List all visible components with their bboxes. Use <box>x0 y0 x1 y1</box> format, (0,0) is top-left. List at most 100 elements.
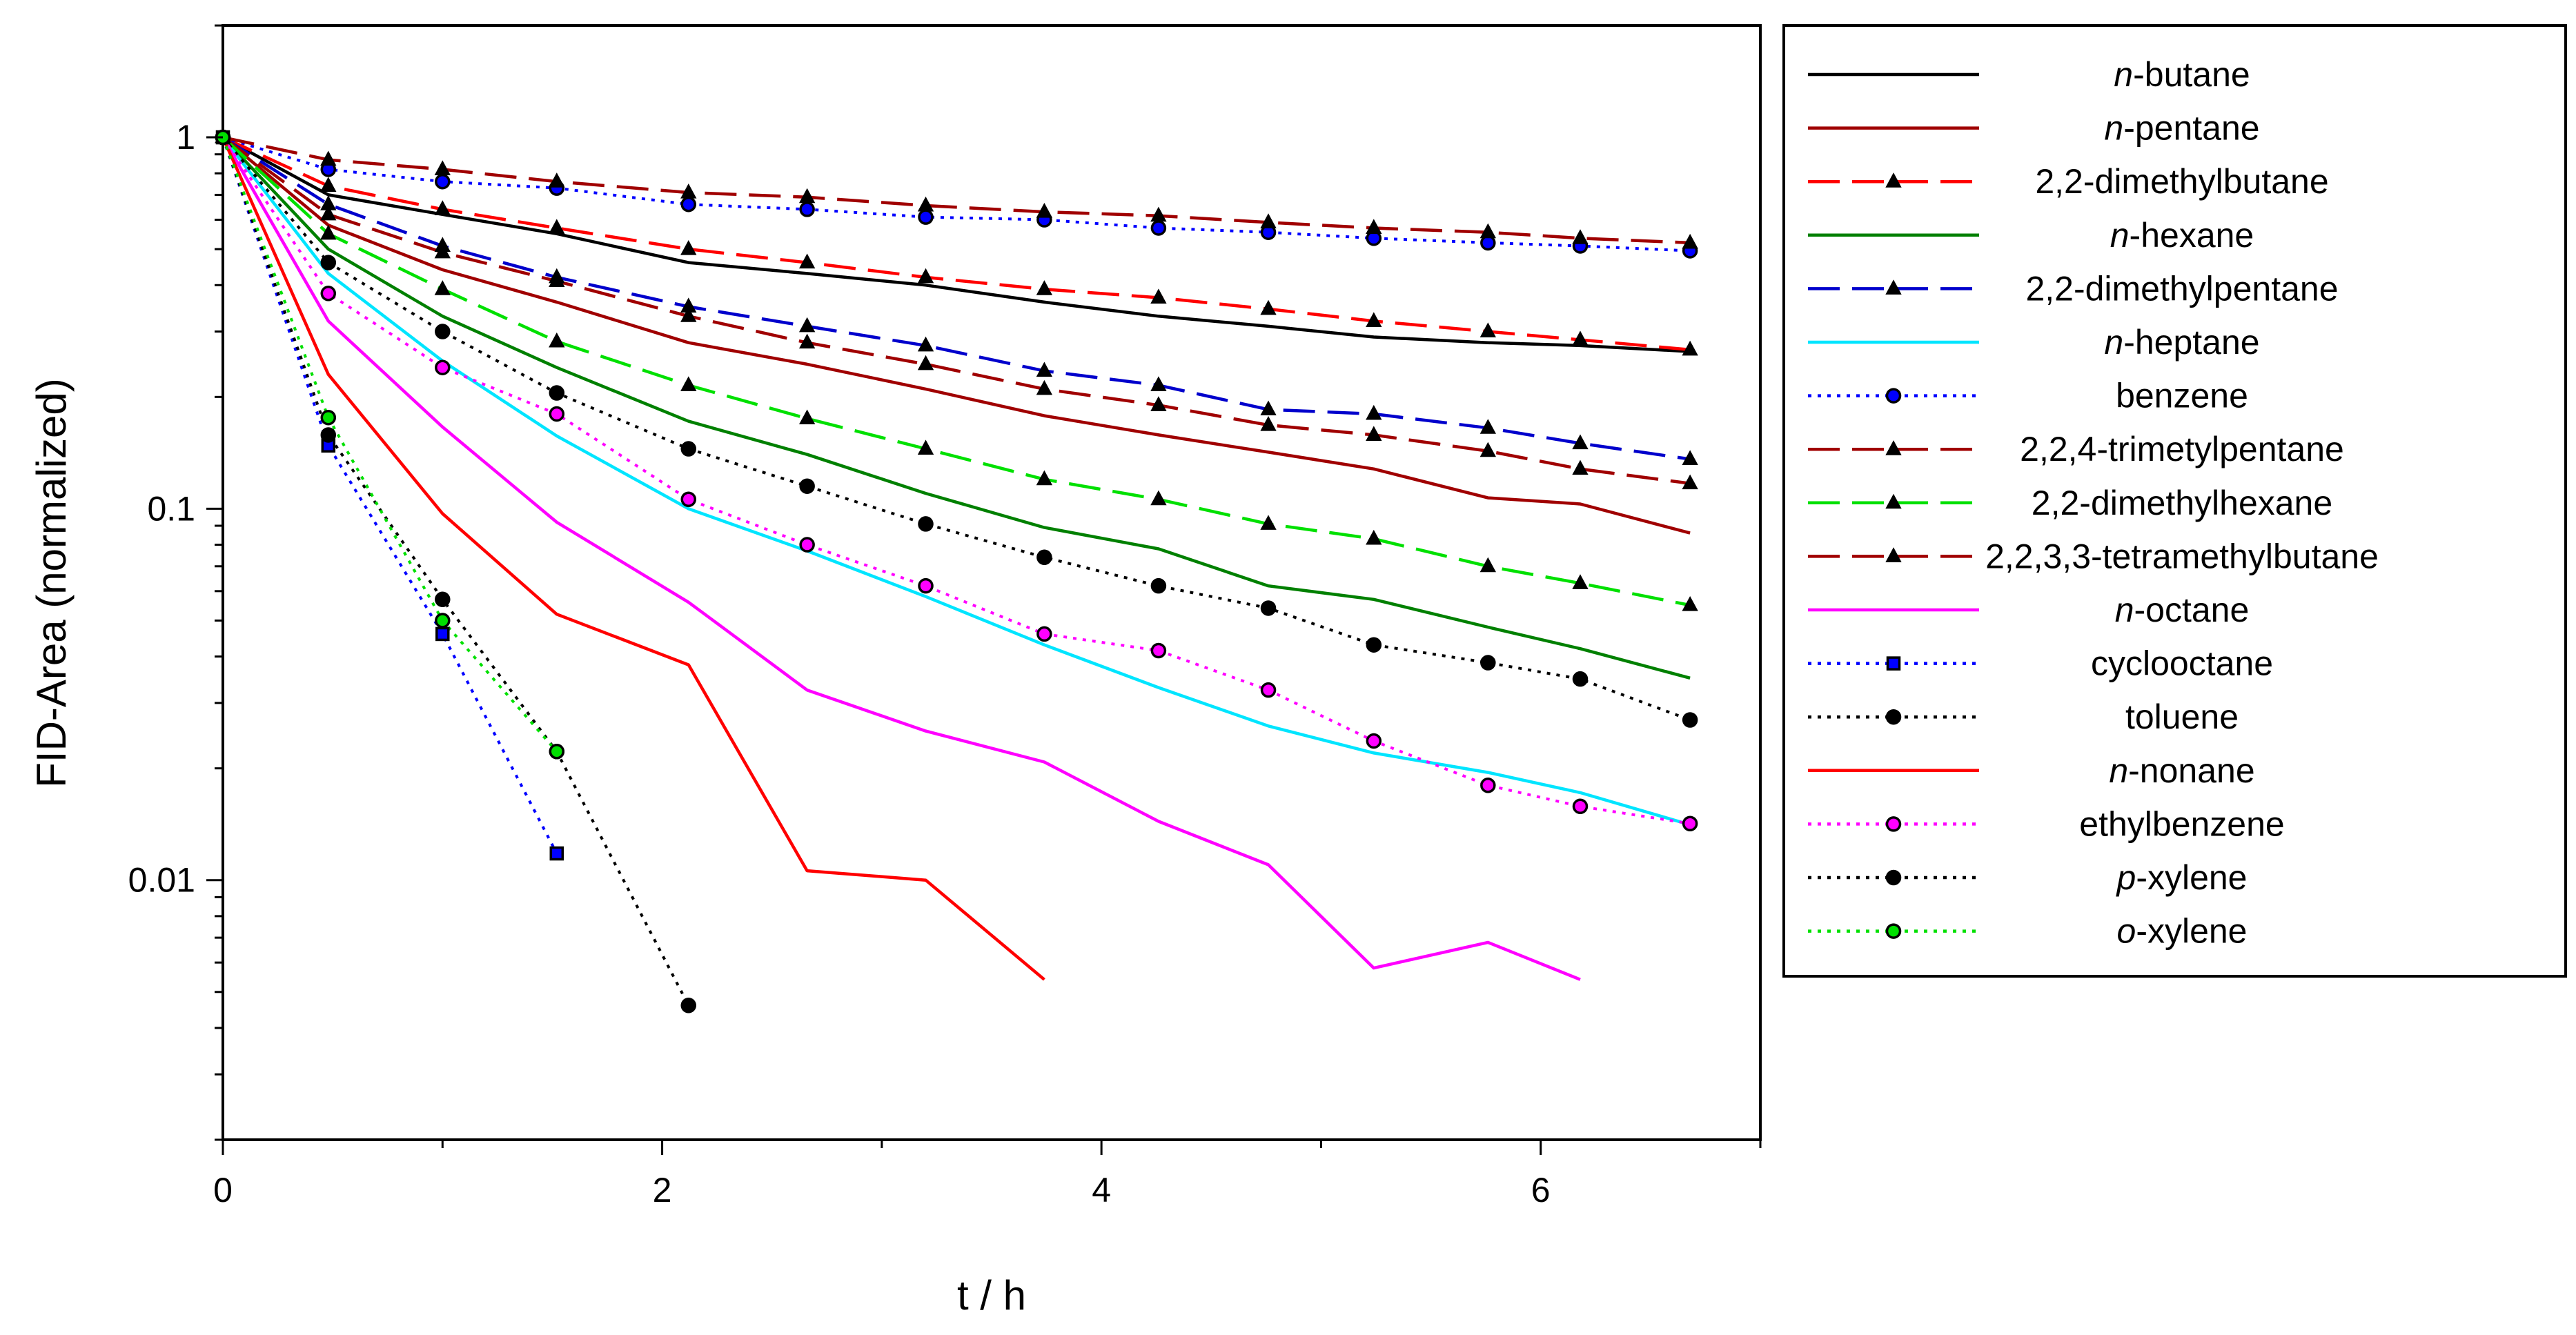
legend-label-n-hexane: n-hexane <box>2110 216 2254 255</box>
data-point-2-2-3-3-tetramethylbutane-10 <box>1366 219 1382 234</box>
data-point-ethylbenzene-7 <box>1036 626 1052 642</box>
series-line-n-butane <box>222 136 1691 353</box>
data-point-2-2-dimethylbutane-12 <box>1572 330 1589 346</box>
data-point-2-2-3-3-tetramethylbutane-9 <box>1260 213 1277 228</box>
data-point-2-2-dimethylbutane-4 <box>680 240 697 255</box>
data-point-toluene-11 <box>1480 655 1496 671</box>
data-point-2-2-dimethylpentane-13 <box>1682 450 1698 465</box>
series-line-n-pentane <box>222 136 1691 535</box>
data-point-ethylbenzene-10 <box>1366 733 1382 749</box>
data-point-2-2-dimethylhexane-11 <box>1479 557 1497 573</box>
data-point-ethylbenzene-8 <box>1150 642 1167 659</box>
legend-item-n-octane: n-octane <box>1808 591 2249 629</box>
data-point-2-2-dimethylbutane-13 <box>1682 340 1698 356</box>
data-point-ethylbenzene-2 <box>435 359 451 375</box>
legend-marker-o-xylene <box>1885 923 1902 939</box>
data-point-2-2-3-3-tetramethylbutane-11 <box>1479 223 1497 239</box>
legend-label-cyclooctane: cyclooctane <box>2091 644 2273 683</box>
data-point-toluene-5 <box>799 478 815 494</box>
series-line-2-2-dimethylbutane <box>222 136 1691 352</box>
legend-box <box>1782 24 2567 978</box>
data-point-benzene-5 <box>799 201 815 217</box>
data-point-toluene-10 <box>1366 637 1382 653</box>
data-point-2-2-3-3-tetramethylbutane-2 <box>434 160 451 175</box>
data-point-2-2-4-trimetylpentane-4 <box>680 307 697 322</box>
legend-item-2-2-dimethylpentane: 2,2-dimethylpentane <box>1808 269 2339 308</box>
legend-item-n-pentane: n-pentane <box>1808 109 2260 148</box>
legend-label-n-heptane: n-heptane <box>2104 323 2259 362</box>
series-line-2-2-dimethylpentane <box>222 136 1691 461</box>
data-point-2-2-3-3-tetramethylbutane-13 <box>1682 233 1698 249</box>
series-line-toluene <box>222 136 1691 722</box>
legend-item-2-2-dimethylhexane: 2,2-dimethylhexane <box>1808 484 2332 522</box>
data-point-2-2-dimethylbutane-1 <box>320 177 337 192</box>
legend-marker-cyclooctane <box>1886 656 1901 671</box>
legend-item-p-xylene: p-xylene <box>1808 858 2248 897</box>
data-point-ethylbenzene-6 <box>918 577 934 594</box>
data-point-2-2-dimethylhexane-6 <box>917 439 934 455</box>
legend-marker-2-2-4-trimetylpentane <box>1885 440 1902 455</box>
data-point-2-2-3-3-tetramethylbutane-7 <box>1036 202 1053 218</box>
data-point-p-xylene-2 <box>435 591 451 608</box>
series-line-2-2-4-trimetylpentane <box>222 136 1691 485</box>
y-tick-label: 1 <box>176 118 195 157</box>
series-line-n-nonane <box>221 137 1045 981</box>
data-point-2-2-dimethylhexane-3 <box>549 332 565 348</box>
series-line-n-hexane <box>222 136 1691 680</box>
data-point-benzene-8 <box>1150 220 1167 236</box>
data-point-2-2-dimethylpentane-11 <box>1479 419 1497 434</box>
legend-item-2-2-4-trimetylpentane: 2,2,4-trimetylpentane <box>1808 430 2344 468</box>
data-point-2-2-dimethylbutane-7 <box>1036 280 1053 295</box>
series-line-n-octane <box>222 136 1581 981</box>
data-point-2-2-dimethylhexane-2 <box>434 280 451 295</box>
legend-label-n-nonane: n-nonane <box>2109 751 2254 790</box>
legend-item-n-hexane: n-hexane <box>1808 216 2254 255</box>
data-point-2-2-3-3-tetramethylbutane-12 <box>1572 229 1589 244</box>
data-point-2-2-dimethylbutane-6 <box>917 268 934 284</box>
series-layer <box>221 135 1691 1007</box>
data-point-2-2-3-3-tetramethylbutane-3 <box>549 172 565 188</box>
data-point-ethylbenzene-12 <box>1572 798 1589 815</box>
data-point-2-2-dimethylbutane-2 <box>434 200 451 215</box>
data-point-2-2-dimethylpentane-9 <box>1260 400 1277 416</box>
data-point-2-2-3-3-tetramethylbutane-6 <box>917 196 934 212</box>
data-point-2-2-4-trimetylpentane-11 <box>1479 442 1497 457</box>
legend-label-2-2-dimethylhexane: 2,2-dimethylhexane <box>2032 484 2332 522</box>
legend-marker-2-2-dimethylhexane <box>1885 493 1902 509</box>
data-point-2-2-dimethylhexane-9 <box>1260 515 1277 530</box>
marker-layer <box>215 128 1698 1013</box>
data-point-cyclooctane-2 <box>435 626 450 642</box>
plot-frame <box>222 24 1762 1141</box>
legend-item-benzene: benzene <box>1808 377 2248 415</box>
data-point-2-2-4-trimetylpentane-12 <box>1572 459 1589 475</box>
data-point-toluene-3 <box>549 385 565 401</box>
x-tick-label: 6 <box>1531 1171 1551 1209</box>
data-point-benzene-6 <box>918 209 934 225</box>
data-point-ethylbenzene-11 <box>1480 778 1496 793</box>
data-point-2-2-dimethylhexane-1 <box>320 224 337 240</box>
series-line-cyclooctane <box>222 137 558 854</box>
data-point-toluene-12 <box>1572 671 1589 687</box>
data-point-o-xylene-1 <box>320 409 337 426</box>
data-point-benzene-2 <box>435 173 451 190</box>
data-point-2-2-dimethylpentane-5 <box>798 317 816 333</box>
legend-label-p-xylene: p-xylene <box>2116 858 2248 897</box>
data-point-ethylbenzene-1 <box>320 286 337 301</box>
data-point-2-2-4-trimetylpentane-7 <box>1036 379 1053 395</box>
data-point-toluene-13 <box>1682 712 1698 728</box>
data-point-2-2-dimethylbutane-11 <box>1479 322 1497 338</box>
data-point-ethylbenzene-5 <box>799 537 815 553</box>
legend-item-o-xylene: o-xylene <box>1808 912 2248 951</box>
y-axis-label: FID-Area (normalized) <box>28 378 75 787</box>
legend-label-n-pentane: n-pentane <box>2104 109 2259 148</box>
series-line-n-heptane <box>222 136 1691 827</box>
series-line-p-xylene <box>222 137 690 1007</box>
data-point-2-2-4-trimetylpentane-5 <box>798 333 816 349</box>
legend-marker-ethylbenzene <box>1885 816 1902 832</box>
legend-marker-2-2-dimethylpentane <box>1885 279 1902 295</box>
legend-marker-2-2-3-3-tetramethylbutane <box>1885 547 1902 562</box>
data-point-2-2-dimethylhexane-5 <box>798 409 816 425</box>
data-point-ethylbenzene-13 <box>1682 815 1698 831</box>
data-point-cyclooctane-3 <box>549 846 564 861</box>
data-point-toluene-7 <box>1036 549 1052 566</box>
